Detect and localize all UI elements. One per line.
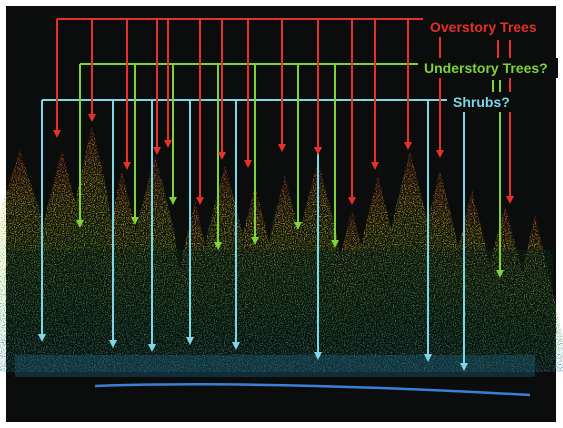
understory-arrow-head <box>131 217 139 225</box>
overstory-arrow-head <box>348 197 356 205</box>
understory-band <box>8 250 553 370</box>
ground-haze <box>15 355 535 377</box>
overstory-arrow-head <box>244 160 252 168</box>
overstory-arrow-head <box>88 114 96 122</box>
overstory-arrow-head <box>53 130 61 138</box>
overstory-arrow-head <box>218 152 226 160</box>
shrubs-arrow-head <box>314 352 322 360</box>
understory-label-bg <box>418 58 558 78</box>
forest-canopy-points <box>0 125 563 372</box>
overstory-arrow-head <box>164 140 172 148</box>
shrubs-arrow-head <box>38 334 46 342</box>
understory-label: Understory Trees? <box>424 60 548 76</box>
understory-arrow-head <box>294 222 302 230</box>
shrubs-arrow-head <box>109 340 117 348</box>
overstory-label: Overstory Trees <box>430 19 537 35</box>
shrubs-arrow-head <box>460 363 468 371</box>
overstory-arrow-head <box>436 150 444 158</box>
shrubs-arrow-head <box>424 354 432 362</box>
overstory-arrow-head <box>371 162 379 170</box>
overstory-arrow-head <box>196 197 204 205</box>
overstory-arrow-head <box>153 147 161 155</box>
shrubs-arrow-head <box>232 342 240 350</box>
ground-points <box>15 355 535 397</box>
overstory-arrow-head <box>404 142 412 150</box>
understory-arrow-head <box>251 237 259 245</box>
understory-arrow-head <box>496 270 504 278</box>
overstory-arrow-head <box>123 162 131 170</box>
shrubs-arrow-head <box>148 344 156 352</box>
understory-arrow-head <box>169 197 177 205</box>
understory-arrow-head <box>331 240 339 248</box>
overstory-arrow-head <box>314 147 322 155</box>
shrub-arrows <box>38 99 468 371</box>
overstory-arrow-head <box>278 144 286 152</box>
overstory-arrows <box>53 18 514 205</box>
overstory-label-bg <box>423 17 550 37</box>
understory-arrow-head <box>76 220 84 228</box>
shrubs-label-bg <box>447 92 517 112</box>
ground-surface-line <box>94 383 531 397</box>
understory-arrow-head <box>214 242 222 250</box>
shrubs-arrow-head <box>186 337 194 345</box>
shrubs-label: Shrubs? <box>453 94 510 110</box>
overstory-arrow-head <box>506 196 514 204</box>
